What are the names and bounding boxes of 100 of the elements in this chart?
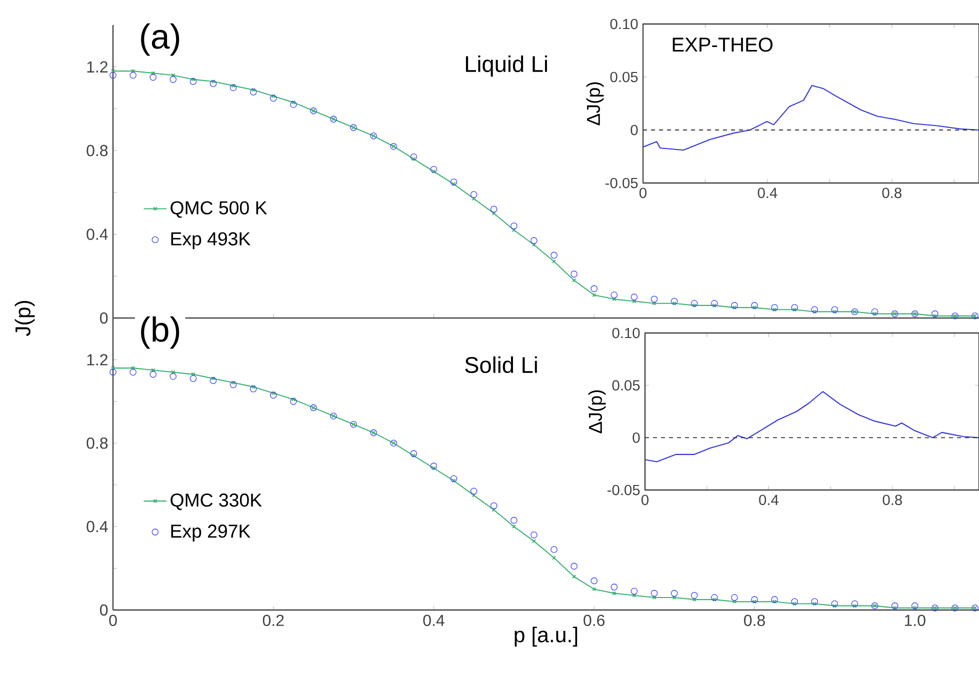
point xyxy=(250,386,257,392)
point xyxy=(130,368,136,376)
point xyxy=(670,298,678,305)
point xyxy=(210,377,217,384)
point xyxy=(550,252,558,259)
point xyxy=(130,72,136,79)
point xyxy=(110,368,116,376)
y-tick-label: 0.4 xyxy=(86,520,108,532)
y-axis-title: ΔJ(p) xyxy=(586,82,604,126)
point xyxy=(450,475,458,482)
chart-title: (b) xyxy=(141,316,180,349)
x-axis-title: p [a.u.] xyxy=(514,626,578,647)
x-tick-label: 1.0 xyxy=(904,614,926,626)
point xyxy=(570,562,578,570)
line-series xyxy=(642,84,979,151)
point xyxy=(751,596,758,603)
y-tick-label: 0.4 xyxy=(86,228,108,240)
chart-title: (a) xyxy=(141,23,180,56)
point xyxy=(410,450,418,457)
y-axis-title: J(p) xyxy=(14,300,35,336)
x-tick-label: 0.8 xyxy=(882,494,902,506)
y-tick-label: 0 xyxy=(632,432,640,443)
point xyxy=(590,285,598,292)
point xyxy=(771,304,778,311)
x-tick-label: 0.8 xyxy=(744,614,765,626)
point xyxy=(290,101,297,108)
point xyxy=(811,306,818,314)
point xyxy=(851,600,858,608)
y-tick-label: 1.2 xyxy=(87,61,108,72)
legend-label: QMC 330K xyxy=(170,494,262,510)
point xyxy=(670,590,678,597)
point xyxy=(270,94,277,102)
x-tick-label: 0.6 xyxy=(584,614,605,626)
y-tick-label: 0.8 xyxy=(86,437,108,449)
point xyxy=(710,594,718,601)
point xyxy=(170,372,177,380)
legend-label: Exp 297K xyxy=(171,524,250,542)
point xyxy=(731,302,738,309)
point xyxy=(230,84,237,92)
point xyxy=(590,577,598,584)
y-tick-label: 0 xyxy=(100,604,108,616)
point xyxy=(570,270,578,278)
point xyxy=(932,310,938,318)
y-tick-label: 0.8 xyxy=(86,144,108,156)
x-tick-label: 0.8 xyxy=(882,188,902,198)
point xyxy=(530,237,538,244)
point xyxy=(190,78,197,85)
y-tick-label: 0 xyxy=(100,312,108,324)
point xyxy=(650,590,658,597)
y-tick-label: -0.05 xyxy=(608,484,640,496)
point xyxy=(771,596,778,603)
point xyxy=(510,222,518,230)
point xyxy=(650,296,658,303)
point xyxy=(512,524,516,529)
point xyxy=(630,588,638,595)
point xyxy=(690,300,698,307)
point xyxy=(630,294,638,300)
y-tick-label: 0.10 xyxy=(612,328,640,338)
y-tick-label: 0.10 xyxy=(610,18,638,30)
y-tick-label: 0.05 xyxy=(612,380,640,391)
x-tick-label: 0 xyxy=(641,494,648,506)
point xyxy=(552,259,556,264)
point xyxy=(470,191,478,198)
point xyxy=(430,462,438,470)
point xyxy=(530,532,538,538)
x-tick-label: 0.4 xyxy=(423,614,444,626)
annotation: Liquid Li xyxy=(466,55,547,77)
point xyxy=(470,488,478,495)
y-axis-title: ΔJ(p) xyxy=(588,390,606,434)
point xyxy=(230,381,237,388)
point xyxy=(610,584,618,590)
point xyxy=(290,398,297,405)
point xyxy=(791,598,798,606)
legend-label: QMC 500 K xyxy=(170,201,268,218)
point xyxy=(731,594,738,601)
point xyxy=(891,602,898,610)
point xyxy=(270,392,277,399)
point xyxy=(751,302,758,309)
legend-label: Exp 493K xyxy=(171,232,250,250)
x-tick-label: 0 xyxy=(109,614,117,626)
line-series xyxy=(644,391,979,462)
point xyxy=(550,546,558,553)
point xyxy=(110,72,116,79)
point xyxy=(610,292,618,298)
point xyxy=(871,308,878,316)
point xyxy=(490,206,498,213)
point xyxy=(791,304,798,311)
point xyxy=(150,74,156,81)
y-tick-label: 1.2 xyxy=(87,354,108,366)
x-tick-label: 0.4 xyxy=(758,188,778,198)
point xyxy=(911,602,918,610)
point xyxy=(170,76,177,83)
point xyxy=(410,153,418,160)
point xyxy=(450,178,458,186)
x-tick-label: 0.2 xyxy=(262,614,284,626)
point xyxy=(430,166,438,173)
point xyxy=(690,592,698,599)
point xyxy=(490,502,498,510)
point xyxy=(210,80,217,87)
point xyxy=(831,306,838,314)
